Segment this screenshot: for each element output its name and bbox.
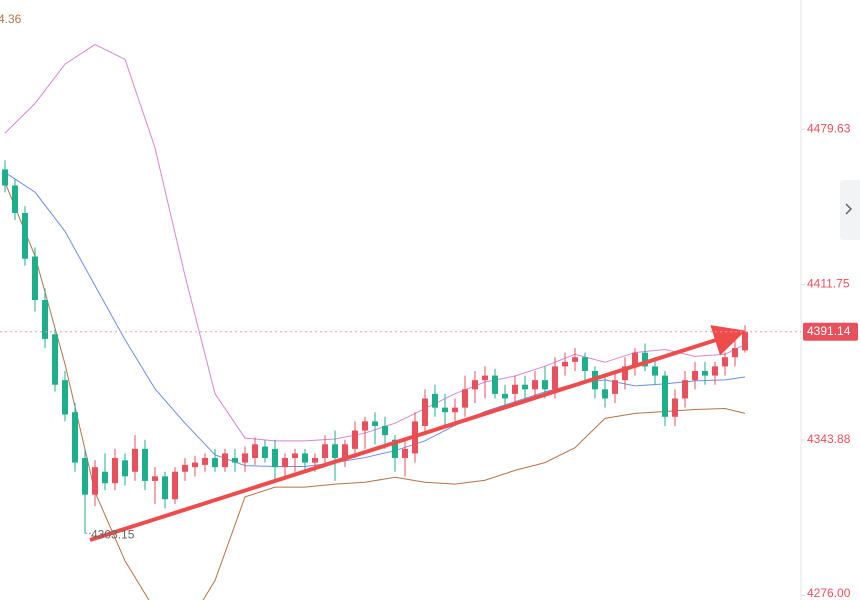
candle-body	[72, 412, 78, 463]
y-tick-label: 4276.00	[807, 586, 851, 600]
plot-area	[2, 43, 748, 600]
candle-body	[652, 366, 658, 376]
price-label: 4391.14	[807, 324, 851, 338]
candle-body	[512, 384, 518, 394]
candle-body	[682, 380, 688, 399]
candle-body	[32, 256, 38, 300]
candle-body	[312, 458, 318, 463]
band-line	[4, 43, 746, 442]
candle-body	[2, 169, 8, 186]
candle-body	[12, 185, 18, 213]
candle-body	[372, 421, 378, 426]
candle-body	[392, 439, 398, 459]
candle-body	[352, 430, 358, 449]
candle-body	[232, 458, 238, 463]
candle-body	[202, 458, 208, 465]
candle-body	[172, 471, 178, 500]
candle-body	[122, 460, 128, 477]
candle-body	[462, 389, 468, 408]
candle-body	[552, 366, 558, 390]
candle-body	[192, 462, 198, 468]
candle-body	[22, 212, 28, 259]
candle-body	[452, 407, 458, 413]
candle-body	[62, 380, 68, 415]
candle-body	[492, 375, 498, 394]
candle-body	[162, 476, 168, 500]
candle-body	[282, 458, 288, 468]
candle-body	[722, 357, 728, 367]
candle-body	[272, 448, 278, 468]
candle-body	[472, 380, 478, 390]
candle-body	[262, 446, 268, 459]
candle-body	[132, 448, 138, 472]
candle-body	[332, 444, 338, 459]
candle-body	[632, 352, 638, 367]
candle-body	[522, 384, 528, 390]
band-line	[4, 182, 746, 600]
trend-arrow	[89, 325, 746, 542]
candle-body	[702, 370, 708, 376]
candle-body	[602, 389, 608, 399]
candle-body	[732, 348, 738, 358]
side-toggle[interactable]	[840, 180, 860, 240]
candle-body	[42, 300, 48, 339]
candle-body	[252, 444, 258, 459]
y-tick-label: 4479.63	[807, 121, 851, 135]
band-line	[4, 172, 746, 467]
candle-body	[362, 421, 368, 431]
candle-body	[342, 444, 348, 459]
candle-body	[532, 380, 538, 390]
candle-body	[152, 476, 158, 481]
candle-body	[502, 393, 508, 399]
candle-body	[302, 453, 308, 463]
candle-body	[422, 398, 428, 426]
candle-body	[92, 467, 98, 495]
candle-body	[622, 366, 628, 381]
candle-body	[562, 361, 568, 367]
candle-body	[572, 357, 578, 362]
candle-body	[482, 375, 488, 381]
candle-body	[82, 458, 88, 495]
candle-body	[102, 471, 108, 484]
candle-body	[402, 448, 408, 459]
candle-body	[432, 393, 438, 408]
low-label: 4303.15	[91, 527, 135, 541]
chevron-icon	[845, 203, 853, 215]
candle-body	[712, 366, 718, 376]
candle-body	[212, 458, 218, 468]
candle-body	[382, 425, 388, 436]
candle-body	[182, 464, 188, 472]
candle-body	[582, 357, 588, 371]
candle-body	[442, 407, 448, 413]
cut-label: 4.36	[0, 12, 22, 26]
candle-body	[742, 331, 748, 351]
candle-body	[322, 444, 328, 459]
candle-body	[242, 453, 248, 463]
y-tick-label: 4343.88	[807, 432, 851, 446]
candle-body	[142, 448, 148, 481]
candle-body	[222, 453, 228, 468]
candle-body	[692, 370, 698, 381]
candle-body	[292, 453, 298, 459]
candle-body	[672, 398, 678, 417]
candle-body	[642, 352, 648, 367]
candle-body	[542, 380, 548, 390]
candle-body	[662, 375, 668, 417]
candle-body	[112, 458, 118, 484]
y-tick-label: 4411.75	[807, 277, 850, 291]
price-badge	[803, 322, 858, 341]
candle-body	[52, 334, 58, 385]
candle-body	[612, 380, 618, 394]
